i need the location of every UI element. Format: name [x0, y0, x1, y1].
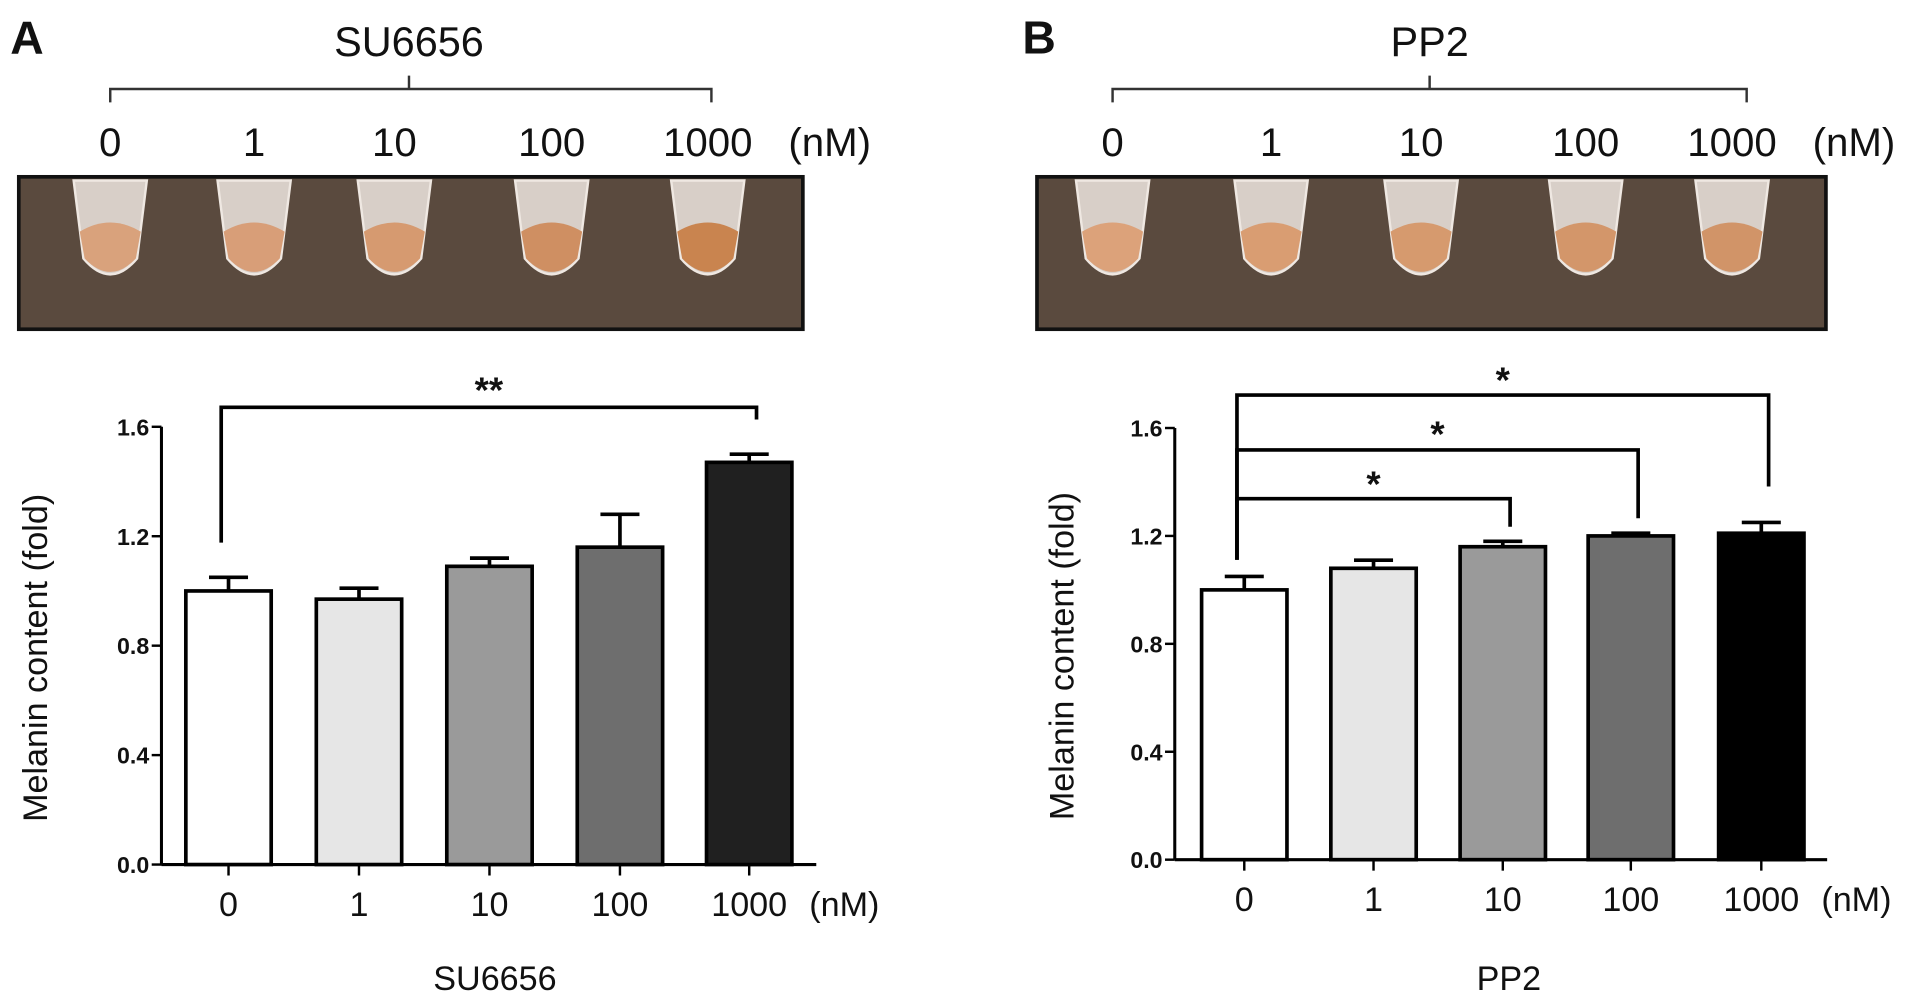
bar: [444, 564, 534, 867]
melanin-pellet: [1701, 222, 1763, 272]
melanin-pellet: [677, 222, 739, 272]
x-tick-label: 100: [591, 886, 648, 924]
tube: [513, 179, 590, 276]
melanin-pellet: [223, 222, 285, 272]
panel-b-drug-title: PP2: [1390, 18, 1468, 65]
concentration-label: 1: [1260, 120, 1282, 165]
panel-letter-b: B: [1022, 12, 1055, 64]
bar: [314, 597, 404, 867]
significance-bracket: [1235, 448, 1640, 560]
panel-b-top-bracket: [1111, 75, 1748, 103]
tube: [1547, 179, 1624, 276]
melanin-pellet: [521, 222, 583, 272]
y-axis-label: Melanin content (fold): [17, 494, 55, 822]
tube: [356, 179, 433, 276]
significance-marker: **: [475, 369, 504, 410]
x-tick-label: 1: [1364, 881, 1383, 919]
panel-b-header: B PP2 0 1 10 100 1000 (nM): [1022, 12, 1895, 332]
concentration-label: 10: [372, 120, 417, 165]
y-tick-label: 0.8: [117, 633, 149, 659]
melanin-pellet: [1082, 222, 1144, 272]
y-tick-label: 1.2: [1130, 523, 1162, 549]
panel-b-bar-chart: 0 1 10 100 1000 (nM) 0.0 0.4 0.8 1.2 1.6 Melanin co…: [1044, 360, 1892, 999]
x-tick-label: 1000: [1723, 881, 1799, 919]
y-tick-label: 1.6: [117, 414, 149, 440]
significance-bracket: [1235, 393, 1771, 560]
tube: [669, 179, 746, 276]
panel-b-concentration-labels: 0 1 10 100 1000 (nM): [1101, 120, 1895, 165]
melanin-pellet: [1240, 222, 1302, 272]
significance-marker: *: [1430, 413, 1445, 454]
bar: [1458, 544, 1548, 862]
concentration-label: 10: [1399, 120, 1444, 165]
y-tick-label: 0.0: [1130, 847, 1162, 873]
panel-a-drug-title: SU6656: [334, 18, 484, 65]
x-tick-label: 1: [350, 886, 369, 924]
significance-marker: *: [1366, 463, 1381, 504]
x-tick-label: 10: [470, 886, 508, 924]
unit-label: (nM): [788, 120, 871, 165]
y-tick-label: 0.8: [1130, 631, 1162, 657]
x-tick-label: 0: [1235, 881, 1254, 919]
panel-a-tube-photo: [16, 174, 805, 332]
unit-label: (nM): [1813, 120, 1896, 165]
significance-bracket: [1235, 496, 1512, 560]
panel-a-header: A SU6656 0 1 10 100 1000 (nM): [10, 12, 871, 332]
melanin-pellet: [1390, 222, 1452, 272]
bar: [1329, 566, 1419, 862]
concentration-label: 100: [518, 120, 585, 165]
tube: [1383, 179, 1460, 276]
melanin-pellet: [1555, 222, 1617, 272]
panel-a-top-bracket: [109, 75, 713, 103]
bar: [575, 545, 665, 867]
x-tick-label: 10: [1484, 881, 1522, 919]
melanin-pellet: [363, 222, 425, 272]
significance-bracket: [219, 405, 759, 543]
y-tick-label: 0.0: [117, 852, 149, 878]
x-axis-title: PP2: [1477, 960, 1542, 998]
bar: [704, 460, 794, 867]
bar: [1199, 588, 1289, 862]
y-tick-label: 0.4: [117, 743, 149, 769]
significance-marker: *: [1496, 360, 1511, 401]
concentration-label: 0: [1101, 120, 1123, 165]
concentration-label: 1000: [663, 120, 753, 165]
x-axis-title: SU6656: [433, 960, 556, 998]
y-tick-label: 1.6: [1130, 416, 1162, 442]
x-unit-label: (nM): [1821, 881, 1891, 919]
bar: [1716, 531, 1806, 862]
melanin-pellet: [79, 222, 141, 272]
tube: [1233, 179, 1310, 276]
tube: [1694, 179, 1770, 276]
y-tick-label: 1.2: [117, 524, 149, 550]
bar: [184, 589, 274, 867]
concentration-label: 0: [99, 120, 121, 165]
y-tick-label: 0.4: [1130, 739, 1162, 765]
tube: [216, 179, 293, 276]
concentration-label: 1: [243, 120, 265, 165]
bar: [1586, 534, 1676, 862]
tube: [72, 179, 149, 276]
y-axis-label: Melanin content (fold): [1044, 492, 1082, 820]
x-tick-label: 100: [1602, 881, 1659, 919]
panel-a-concentration-labels: 0 1 10 100 1000 (nM): [99, 120, 871, 165]
x-tick-label: 1000: [711, 886, 787, 924]
tube: [1074, 179, 1151, 276]
concentration-label: 1000: [1687, 120, 1777, 165]
concentration-label: 100: [1552, 120, 1619, 165]
x-tick-label: 0: [219, 886, 238, 924]
panel-a-bar-chart: 0 1 10 100 1000 (nM) 0.0 0.4 0.8 1.2 1.6 Melanin co…: [17, 369, 880, 998]
panel-b-tube-photo: [1035, 174, 1828, 332]
panel-letter-a: A: [10, 12, 43, 64]
x-unit-label: (nM): [809, 886, 879, 924]
